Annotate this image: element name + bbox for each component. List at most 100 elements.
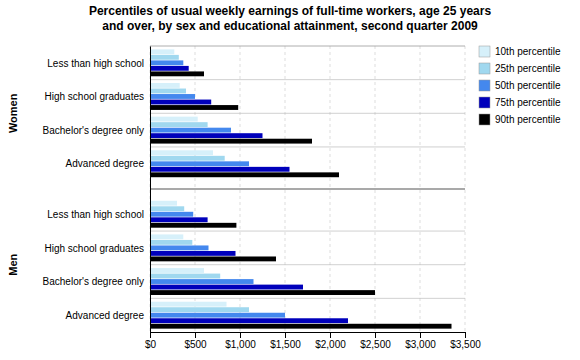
tick-label: $3,500 bbox=[450, 339, 481, 350]
bar bbox=[150, 307, 249, 312]
bar bbox=[150, 217, 208, 222]
bar bbox=[150, 66, 189, 71]
legend-swatch bbox=[479, 97, 490, 108]
bar bbox=[150, 55, 179, 60]
series bbox=[150, 55, 249, 312]
legend-swatch bbox=[479, 114, 490, 125]
legend-item: 10th percentile bbox=[479, 46, 561, 57]
bar bbox=[150, 83, 180, 88]
bar bbox=[150, 122, 208, 127]
tick-label: High school graduates bbox=[44, 91, 144, 102]
bar bbox=[150, 212, 193, 217]
tick: Bachelor's degree only bbox=[43, 276, 150, 287]
bar bbox=[150, 223, 236, 228]
separator bbox=[150, 146, 465, 147]
group-label: Men bbox=[7, 253, 19, 275]
tick: Less than high school bbox=[47, 209, 150, 220]
separator bbox=[150, 113, 465, 114]
legend-label: 75th percentile bbox=[495, 97, 561, 108]
tick: $2,000 bbox=[315, 332, 346, 350]
tick-mark bbox=[150, 332, 151, 338]
tick: High school graduates bbox=[44, 91, 150, 102]
legend: 10th percentile 25th percentile 50th perce… bbox=[479, 46, 561, 125]
bar bbox=[150, 133, 263, 138]
bar bbox=[150, 279, 254, 284]
tick-mark bbox=[420, 332, 421, 338]
series bbox=[150, 66, 348, 323]
series bbox=[150, 60, 285, 317]
legend-item: 25th percentile bbox=[479, 63, 561, 74]
bar bbox=[150, 290, 375, 295]
tick: $3,000 bbox=[405, 332, 436, 350]
bar bbox=[150, 201, 177, 206]
tick: Bachelor's degree only bbox=[43, 125, 150, 136]
title-line: Percentiles of usual weekly earnings of … bbox=[89, 4, 491, 18]
legend-item: 50th percentile bbox=[479, 80, 561, 91]
bars bbox=[150, 49, 452, 328]
tick: $0 bbox=[145, 332, 157, 350]
tick-label: Bachelor's degree only bbox=[43, 125, 144, 136]
title-line: and over, by sex and educational attainm… bbox=[102, 19, 478, 33]
tick: Less than high school bbox=[47, 58, 150, 69]
legend-label: 25th percentile bbox=[495, 63, 561, 74]
bar bbox=[150, 89, 186, 94]
bar bbox=[150, 128, 231, 133]
legend-item: 75th percentile bbox=[479, 97, 561, 108]
tick: $1,000 bbox=[225, 332, 256, 350]
tick: $500 bbox=[184, 332, 207, 350]
tick-label: $1,000 bbox=[225, 339, 256, 350]
tick-mark bbox=[465, 332, 466, 338]
bar bbox=[150, 139, 312, 144]
tick-mark bbox=[240, 332, 241, 338]
bar bbox=[150, 313, 285, 318]
bar bbox=[150, 245, 209, 250]
grid bbox=[150, 46, 465, 332]
bar bbox=[150, 49, 174, 54]
tick-mark bbox=[195, 332, 196, 338]
bar bbox=[150, 318, 348, 323]
bar bbox=[150, 161, 249, 166]
bar bbox=[150, 71, 204, 76]
plot: $0 $500 $1,000 $1,500 $2,000 $2,500 $3,000 $3,5… bbox=[7, 46, 481, 350]
bar bbox=[150, 240, 192, 245]
bar bbox=[150, 268, 204, 273]
bar bbox=[150, 285, 303, 290]
bar bbox=[150, 234, 183, 239]
tick-label: Less than high school bbox=[47, 58, 144, 69]
tick: High school graduates bbox=[44, 243, 150, 254]
tick-label: Advanced degree bbox=[66, 310, 145, 321]
tick: Advanced degree bbox=[66, 310, 150, 321]
bar bbox=[150, 167, 290, 172]
bar bbox=[150, 117, 198, 122]
x-axis: $0 $500 $1,000 $1,500 $2,000 $2,500 $3,000 $3,5… bbox=[145, 332, 481, 350]
legend-swatch bbox=[479, 80, 490, 91]
bar bbox=[150, 274, 220, 279]
axis-line bbox=[150, 47, 151, 333]
bar bbox=[150, 324, 452, 329]
bar bbox=[150, 251, 236, 256]
bar bbox=[150, 256, 276, 261]
legend-item: 90th percentile bbox=[479, 114, 561, 125]
tick-label: Advanced degree bbox=[66, 158, 145, 169]
tick-label: $1,500 bbox=[270, 339, 301, 350]
tick: Advanced degree bbox=[66, 158, 150, 169]
separator bbox=[150, 298, 465, 299]
bar bbox=[150, 206, 184, 211]
separator bbox=[150, 79, 465, 80]
bar bbox=[150, 100, 211, 105]
tick-label: $2,000 bbox=[315, 339, 346, 350]
tick-mark bbox=[375, 332, 376, 338]
separator bbox=[150, 46, 465, 47]
tick: $3,500 bbox=[450, 332, 481, 350]
bar bbox=[150, 156, 225, 161]
tick: $1,500 bbox=[270, 332, 301, 350]
bar bbox=[150, 172, 339, 177]
separator bbox=[150, 264, 465, 265]
bar bbox=[150, 105, 238, 110]
tick: $2,500 bbox=[360, 332, 391, 350]
tick-label: High school graduates bbox=[44, 243, 144, 254]
legend-swatch bbox=[479, 46, 490, 57]
legend-label: 50th percentile bbox=[495, 80, 561, 91]
tick-mark bbox=[285, 332, 286, 338]
tick-label: Bachelor's degree only bbox=[43, 276, 144, 287]
